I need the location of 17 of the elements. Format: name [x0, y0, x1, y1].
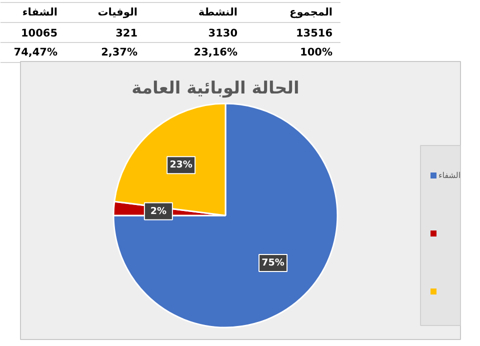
- text: الشفاء: [22, 6, 58, 18]
- text: الوفيات: [98, 6, 138, 18]
- data-label: 23%: [170, 160, 193, 171]
- data-label: 75%: [262, 258, 285, 269]
- text: 321: [116, 28, 138, 40]
- text: النشطة: [198, 6, 238, 18]
- chart-title: الحالة الوبائية العامة: [132, 78, 300, 98]
- text: 13516: [296, 28, 332, 40]
- text: 10065: [20, 28, 58, 40]
- text: 74,47%: [14, 46, 58, 58]
- text: 3130: [208, 28, 238, 40]
- text: 2,37%: [101, 46, 138, 58]
- text: 100%: [300, 46, 333, 58]
- data-label: 2%: [150, 206, 167, 217]
- text: المجموع: [290, 6, 333, 18]
- legend-label: الشفاء: [438, 171, 461, 180]
- text: 23,16%: [194, 46, 238, 58]
